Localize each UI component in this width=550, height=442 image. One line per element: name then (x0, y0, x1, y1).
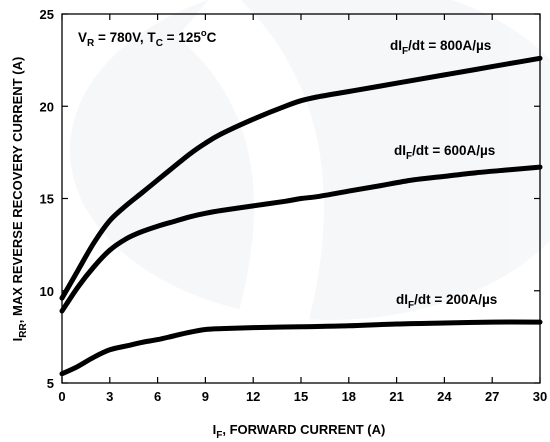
curves (59, 55, 543, 377)
y-axis-title: IRR, MAX REVERSE RECOVERY CURRENT (A) (10, 57, 29, 342)
watermark (70, 0, 550, 340)
x-tick-label: 6 (154, 389, 161, 404)
conditions-label: VR = 780V, TC = 125oC (78, 28, 217, 49)
x-tick-label: 30 (533, 389, 547, 404)
x-tick-label: 3 (106, 389, 113, 404)
series-label-600: dIF/dt = 600A/µs (394, 143, 495, 162)
series-line-1 (59, 164, 543, 314)
x-tick-label: 24 (437, 389, 452, 404)
x-tick-label: 12 (246, 389, 260, 404)
series-line-2 (59, 319, 543, 377)
x-tick-label: 9 (202, 389, 209, 404)
y-tick-label: 15 (40, 192, 54, 207)
axis-ticks: 0 3 6 9 12 15 18 21 24 27 30 5 10 15 20 25 (40, 7, 548, 404)
x-tick-label: 0 (58, 389, 65, 404)
y-tick-label: 25 (40, 7, 54, 22)
x-tick-label: 21 (389, 389, 403, 404)
series-label-200: dIF/dt = 200A/µs (396, 292, 497, 311)
y-tick-label: 10 (40, 284, 54, 299)
series-label-800: dIF/dt = 800A/µs (390, 38, 491, 57)
x-tick-label: 27 (485, 389, 499, 404)
y-tick-label: 20 (40, 99, 54, 114)
y-tick-label: 5 (47, 376, 54, 391)
series-line-0 (59, 55, 543, 301)
x-axis-title: IF, FORWARD CURRENT (A) (213, 422, 386, 441)
x-tick-label: 18 (342, 389, 356, 404)
x-tick-label: 15 (294, 389, 308, 404)
